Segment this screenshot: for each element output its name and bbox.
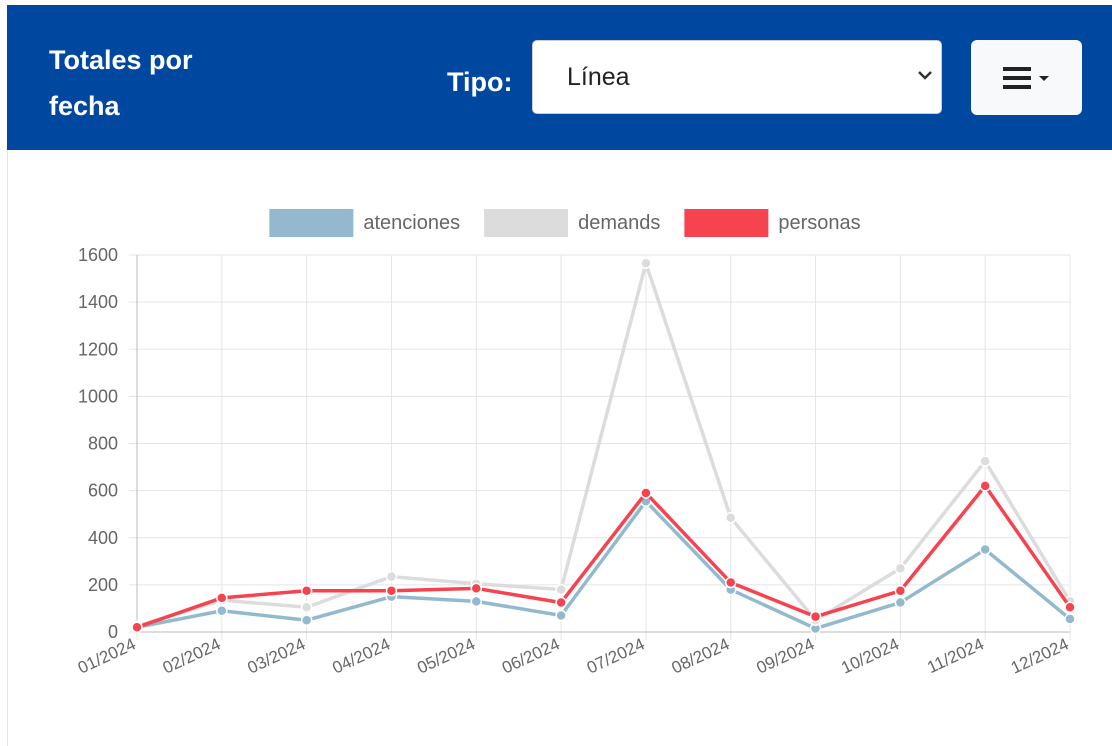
type-select[interactable]: Línea bbox=[532, 40, 942, 114]
legend-label: demands bbox=[578, 212, 660, 234]
x-tick-label: 11/2024 bbox=[924, 634, 987, 677]
series-line bbox=[136, 483, 1072, 629]
data-point bbox=[640, 487, 652, 499]
card-header: Totales por fecha Tipo: Línea bbox=[7, 5, 1112, 150]
select-value: Línea bbox=[567, 63, 630, 91]
data-point bbox=[555, 596, 567, 609]
data-point bbox=[300, 601, 313, 614]
y-tick-label: 400 bbox=[88, 528, 118, 548]
menu-button[interactable] bbox=[971, 40, 1082, 115]
data-point bbox=[1064, 601, 1076, 614]
series-line bbox=[136, 498, 1072, 631]
y-tick-label: 0 bbox=[108, 622, 118, 642]
x-tick-label: 10/2024 bbox=[838, 634, 902, 677]
x-tick-label: 12/2024 bbox=[1008, 634, 1072, 677]
legend-swatch bbox=[269, 209, 354, 237]
y-tick-label: 600 bbox=[88, 481, 118, 501]
data-point bbox=[809, 610, 822, 623]
data-point bbox=[555, 583, 567, 596]
legend-label: personas bbox=[778, 212, 860, 234]
legend-label: atenciones bbox=[363, 212, 460, 234]
data-point bbox=[894, 585, 907, 597]
data-point bbox=[470, 582, 483, 595]
y-tick-label: 1200 bbox=[78, 339, 118, 359]
data-point bbox=[216, 605, 228, 617]
x-tick-label: 05/2024 bbox=[414, 634, 478, 677]
data-point bbox=[470, 595, 483, 608]
x-tick-label: 03/2024 bbox=[245, 634, 309, 677]
x-tick-label: 06/2024 bbox=[499, 634, 563, 677]
data-point bbox=[300, 585, 313, 597]
x-tick-label: 01/2024 bbox=[75, 634, 139, 677]
data-point bbox=[131, 621, 143, 634]
y-tick-label: 800 bbox=[88, 434, 118, 454]
y-tick-label: 200 bbox=[88, 575, 118, 595]
type-label: Tipo: bbox=[447, 67, 513, 97]
data-point bbox=[640, 257, 652, 269]
menu-icon bbox=[1003, 67, 1049, 89]
card bbox=[7, 150, 1112, 746]
x-tick-label: 07/2024 bbox=[584, 634, 648, 677]
y-tick-label: 1000 bbox=[78, 386, 118, 406]
x-tick-label: 09/2024 bbox=[754, 634, 818, 677]
legend-swatch bbox=[484, 209, 569, 237]
chevron bbox=[918, 71, 932, 80]
data-point bbox=[979, 455, 991, 467]
x-tick-label: 04/2024 bbox=[329, 634, 393, 677]
data-point bbox=[979, 480, 991, 492]
legend-swatch bbox=[684, 209, 769, 237]
data-point bbox=[894, 562, 907, 575]
data-point bbox=[979, 543, 991, 556]
data-point bbox=[1064, 613, 1076, 625]
data-point bbox=[724, 511, 737, 524]
x-tick-label: 08/2024 bbox=[669, 634, 733, 677]
card-title: Totales por fecha bbox=[49, 45, 193, 121]
y-tick-label: 1600 bbox=[78, 245, 118, 265]
data-point bbox=[385, 585, 398, 597]
y-tick-label: 1400 bbox=[78, 292, 118, 312]
data-point bbox=[300, 614, 313, 626]
series-line bbox=[136, 257, 1072, 628]
data-point bbox=[894, 596, 907, 609]
data-point bbox=[555, 609, 567, 622]
x-tick-label: 02/2024 bbox=[160, 634, 224, 677]
data-point bbox=[724, 576, 737, 589]
data-point bbox=[385, 570, 398, 583]
data-point bbox=[216, 592, 228, 604]
